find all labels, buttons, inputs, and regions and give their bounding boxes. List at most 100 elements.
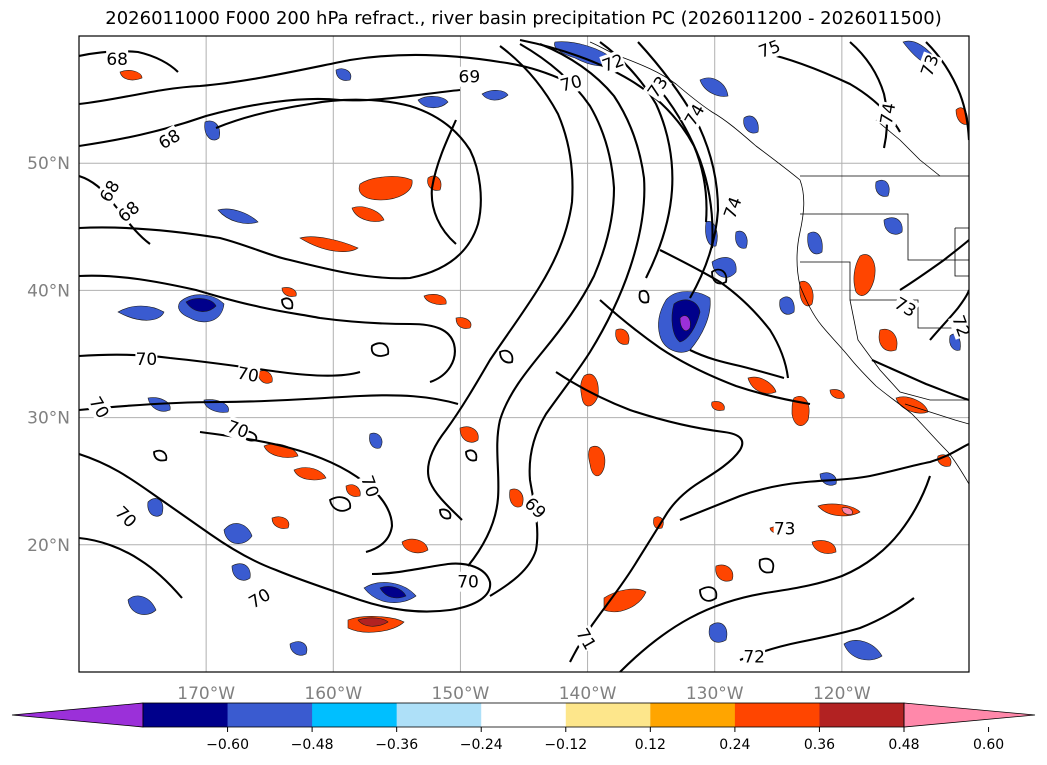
contour-line [370, 342, 390, 357]
contour-label-background [890, 292, 920, 322]
negative-pc-area [204, 120, 220, 141]
colorbar-tick-label: −0.60 [206, 737, 249, 753]
colorbar-tick-label: 0.24 [719, 737, 750, 753]
positive-pc-area [747, 376, 777, 394]
positive-pc-area [271, 516, 290, 529]
negative-pc-area [743, 115, 759, 134]
latitude-tick-label: 40°N [27, 281, 70, 301]
contour-label-background [224, 415, 252, 443]
positive-pc-area [401, 538, 429, 554]
negative-pc-area [779, 296, 795, 315]
negative-pc-area [289, 641, 308, 656]
contour-line [328, 496, 352, 512]
negative-pc-area [735, 230, 748, 249]
contour-label-text: 70 [136, 350, 158, 370]
positive-pc-area [615, 328, 630, 345]
contour-line [467, 43, 616, 567]
positive-pc-area [799, 280, 814, 307]
state-border [800, 261, 969, 329]
negative-pc-area [147, 498, 164, 517]
negative-pc-area [417, 96, 449, 109]
colorbar-tick-label: 0.36 [804, 737, 835, 753]
longitude-tick-label: 150°W [432, 684, 490, 704]
contour-label-background [85, 392, 114, 422]
contour-line [899, 239, 969, 291]
contour-line [925, 41, 969, 141]
contour-line [519, 38, 708, 223]
contour-label: 70 [457, 571, 480, 593]
colorbar-extend-low [11, 702, 144, 728]
state-border [800, 213, 969, 261]
contour-label: 70 [235, 362, 261, 387]
contour-line [79, 88, 461, 148]
contour-label: 73 [773, 518, 796, 539]
contour-label-background [743, 646, 766, 667]
contour-line [555, 371, 744, 663]
longitude-tick-labels: 170°W 160°W 150°W 140°W 130°W 120°W [177, 684, 871, 704]
contour-line [638, 289, 650, 304]
contour-line [637, 41, 720, 299]
state-border [954, 227, 969, 277]
contour-line [199, 430, 394, 554]
contour-label-background [458, 66, 481, 87]
latitude-tick-label: 20°N [27, 536, 70, 556]
colorbar-tick-label: −0.12 [544, 737, 587, 753]
positive-pc-area [811, 540, 837, 554]
positive-pc-area [711, 401, 725, 411]
contour-label-background [457, 571, 480, 592]
contour-line [79, 50, 179, 73]
positive-pc-area [653, 516, 664, 529]
contour-label-background [680, 100, 709, 130]
contour-label-text: 72 [947, 313, 973, 340]
negative-pc-area [127, 595, 157, 615]
contour-line [659, 89, 714, 249]
small-contours [153, 268, 775, 602]
contour-line [599, 41, 674, 279]
contour-label-text: 73 [774, 519, 796, 539]
colorbar-segment [143, 703, 229, 727]
negative-pc-area [699, 77, 729, 97]
contour-label: 70 [557, 70, 584, 96]
negative-pc-area [223, 523, 253, 544]
colorbar-tick-label: 0.60 [973, 737, 1004, 753]
contour-line [79, 274, 456, 383]
contour-label: 68 [106, 48, 129, 70]
refractivity-contours [79, 38, 969, 672]
negative-pc-area [679, 315, 691, 331]
contour-label-background [106, 48, 129, 69]
contour-label-background [113, 196, 144, 227]
negative-pc-area [883, 217, 903, 235]
colorbar-segment [734, 703, 820, 727]
contour-line [758, 557, 775, 574]
positive-pc-area [878, 328, 898, 352]
contour-line [430, 119, 457, 245]
colorbar-segment [565, 703, 651, 727]
contour-label-background [773, 518, 796, 539]
positive-pc-area [281, 287, 297, 297]
contour-label-background [520, 493, 551, 523]
contour-line [426, 45, 574, 521]
contour-label-background [245, 584, 275, 613]
contour-label: 74 [875, 101, 900, 127]
negative-pc-area [875, 179, 890, 197]
negative-pc-area [379, 586, 407, 599]
colorbar-outline [142, 702, 905, 728]
contour-line [871, 359, 969, 402]
positive-pc-area [299, 236, 359, 252]
longitude-tick-label: 170°W [177, 684, 235, 704]
positive-pc-area [853, 254, 876, 296]
contour-label: 69 [458, 66, 481, 88]
contour-line [739, 597, 915, 661]
contour-label-text: 72 [743, 648, 765, 668]
contour-line [599, 299, 811, 406]
positive-pc-area [358, 176, 413, 201]
precip-pc-fill [117, 40, 969, 661]
contour-label-background [154, 124, 184, 154]
colorbar-tick-label: −0.36 [375, 737, 418, 753]
positive-pc-area [119, 70, 143, 81]
negative-pc-area [217, 208, 259, 224]
contour-line [79, 394, 459, 412]
latitude-tick-label: 50°N [27, 154, 70, 174]
colorbar-tick-label: 0.48 [888, 737, 919, 753]
coastlines-borders [589, 41, 969, 485]
